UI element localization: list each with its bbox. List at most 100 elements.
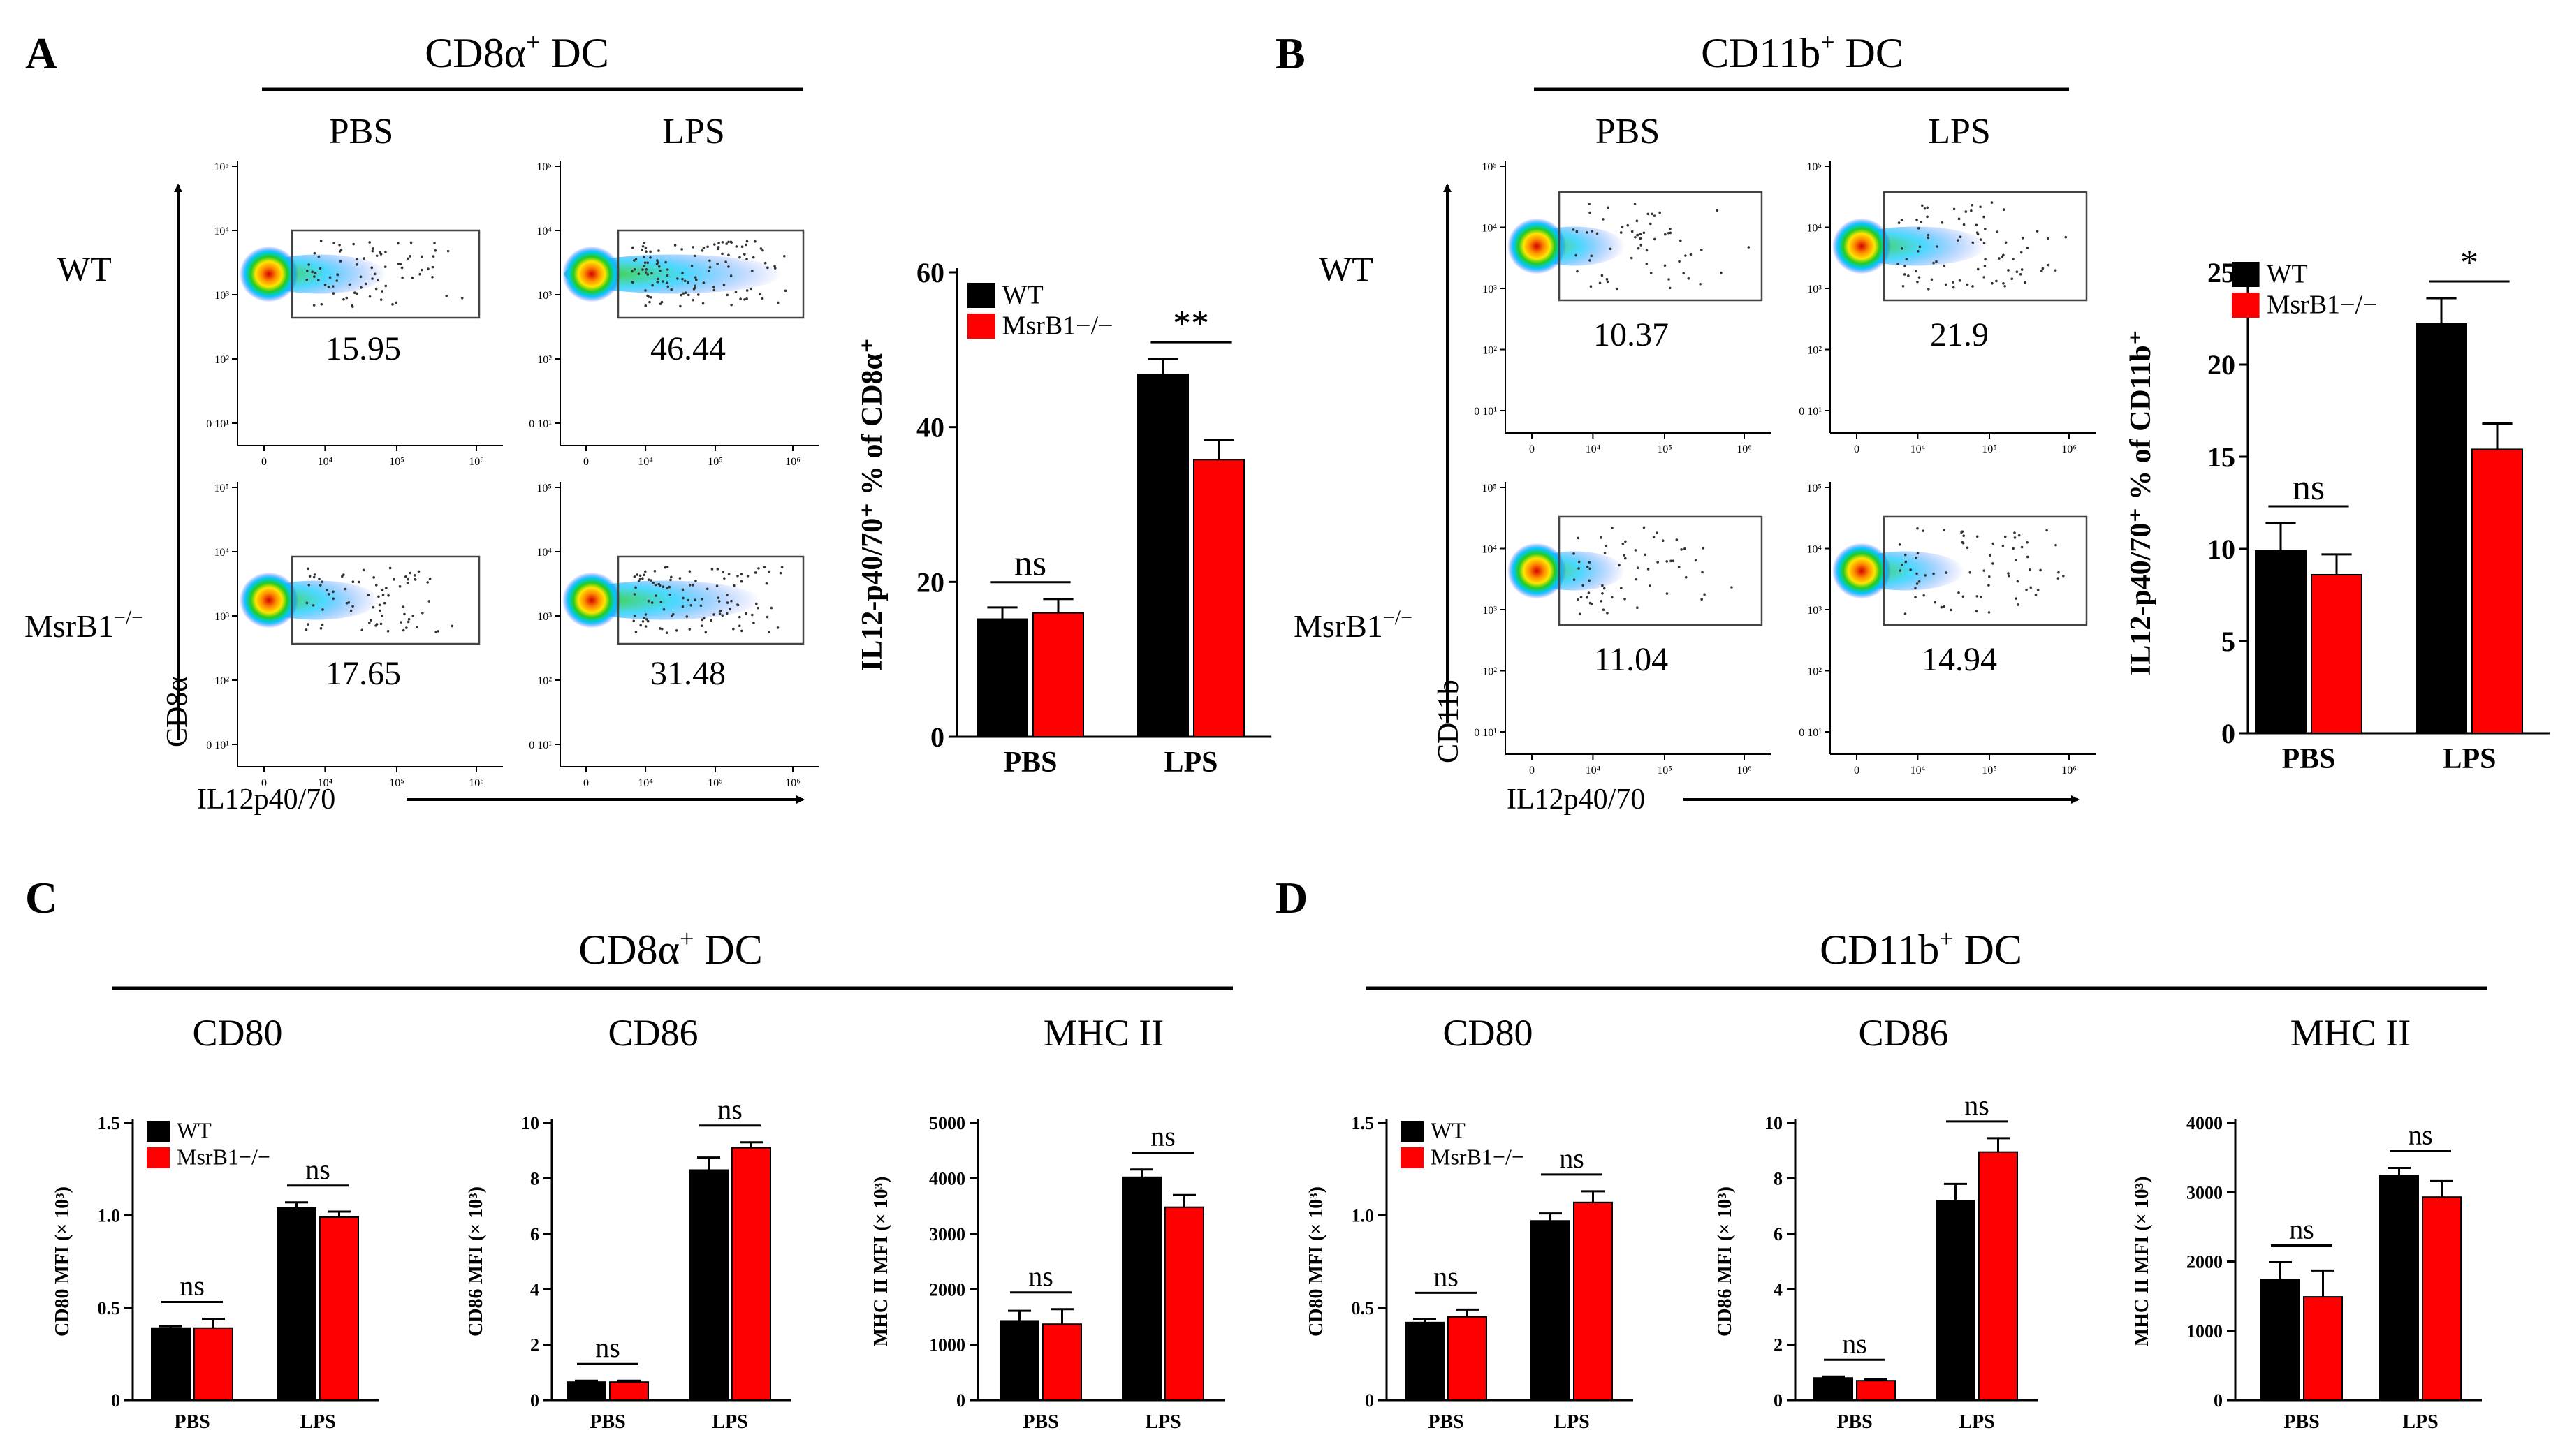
flow-event bbox=[397, 262, 400, 265]
flow-event bbox=[1576, 270, 1579, 273]
flow-event bbox=[647, 578, 650, 581]
flow-event bbox=[2056, 577, 2060, 580]
flow-event bbox=[657, 249, 660, 252]
legend-swatch bbox=[147, 1121, 170, 1142]
flow-event bbox=[1957, 591, 1960, 594]
flow-event bbox=[675, 629, 678, 632]
y-tick-label: 15 bbox=[2207, 441, 2235, 473]
flow-event bbox=[746, 575, 750, 578]
flow-gate-percent: 31.48 bbox=[650, 655, 726, 692]
flow-event bbox=[671, 612, 675, 616]
flow-gate-percent: 21.9 bbox=[1930, 316, 1989, 353]
flow-event bbox=[682, 596, 685, 600]
flow-event bbox=[1633, 203, 1637, 206]
flow-event bbox=[645, 268, 648, 271]
flow-event bbox=[1984, 258, 1987, 261]
flow-x-tick-label: 0 bbox=[1529, 443, 1535, 455]
x-category-label: LPS bbox=[1164, 747, 1218, 779]
significance-label: ns bbox=[305, 1154, 330, 1185]
flow-event bbox=[660, 627, 664, 631]
flow-event bbox=[633, 267, 636, 271]
flow-event bbox=[1703, 593, 1706, 596]
x-category-label: PBS bbox=[1003, 747, 1057, 779]
flow-event bbox=[1961, 541, 1964, 544]
significance-label: ns bbox=[595, 1332, 620, 1363]
y-tick-label: 10 bbox=[521, 1113, 539, 1133]
flow-event bbox=[1607, 206, 1609, 209]
flow-event bbox=[634, 258, 638, 261]
flow-event bbox=[2019, 272, 2022, 276]
y-tick-label: 0 bbox=[1774, 1390, 1783, 1411]
flow-event bbox=[2007, 572, 2010, 575]
flow-event bbox=[1970, 209, 1973, 212]
flow-event bbox=[1577, 567, 1580, 570]
flow-event bbox=[1943, 528, 1945, 531]
flow-event bbox=[1637, 247, 1640, 250]
y-tick-label: 6 bbox=[1774, 1224, 1783, 1244]
flow-event bbox=[1903, 612, 1907, 615]
flow-density bbox=[562, 246, 621, 302]
flow-event bbox=[1936, 245, 1938, 248]
flow-event bbox=[381, 290, 383, 293]
flow-event bbox=[319, 240, 323, 242]
flow-event bbox=[428, 577, 432, 580]
bar bbox=[2255, 550, 2307, 734]
flow-event bbox=[1916, 280, 1919, 284]
flow-event bbox=[312, 575, 316, 579]
legend-label: WT bbox=[1002, 281, 1044, 310]
bar bbox=[2471, 448, 2523, 734]
flow-event bbox=[633, 575, 636, 578]
flow-event bbox=[1595, 232, 1599, 235]
flow-event bbox=[395, 301, 398, 304]
flow-event bbox=[368, 241, 371, 244]
flow-event bbox=[644, 304, 648, 307]
flow-event bbox=[745, 297, 748, 300]
flow-event bbox=[384, 284, 388, 288]
d-marker-mhcii: MHC II bbox=[2290, 1012, 2411, 1054]
flow-event bbox=[407, 578, 409, 581]
flow-event bbox=[2002, 208, 2005, 211]
flow-event bbox=[1636, 566, 1639, 570]
bar bbox=[1573, 1201, 1613, 1401]
flow-x-tick-label: 10⁴ bbox=[1910, 765, 1926, 777]
panel-b-title: CD11b+ DC bbox=[1701, 28, 1903, 76]
flow-y-tick-label: 0 10¹ bbox=[1799, 406, 1822, 418]
flow-event bbox=[1927, 288, 1930, 291]
flow-event bbox=[679, 304, 682, 308]
flow-x-tick-label: 10⁶ bbox=[785, 777, 801, 789]
flow-event bbox=[676, 277, 679, 280]
legend-swatch bbox=[967, 314, 995, 339]
flow-x-tick-label: 10⁴ bbox=[638, 777, 653, 789]
flow-event bbox=[371, 277, 374, 280]
x-category-label: LPS bbox=[2442, 743, 2496, 775]
flow-density bbox=[240, 246, 298, 302]
flow-event bbox=[377, 279, 379, 281]
flow-event bbox=[401, 276, 404, 279]
flow-event bbox=[780, 566, 784, 568]
flow-event bbox=[768, 570, 770, 573]
flow-y-tick-label: 0 10¹ bbox=[206, 418, 229, 430]
bar bbox=[609, 1381, 649, 1401]
flow-event bbox=[1602, 587, 1606, 590]
flow-x-tick-label: 0 bbox=[261, 456, 267, 468]
flow-y-tick-label: 10⁴ bbox=[214, 547, 229, 559]
flow-event bbox=[1587, 591, 1591, 594]
legend-label: MsrB1−/− bbox=[1431, 1145, 1524, 1170]
flow-plot: 10⁵ 10⁴ 10³ 10² 0 10¹ 0 10⁴ 10⁵ 10⁶ 10.37 bbox=[1474, 161, 1771, 455]
flow-event bbox=[1982, 215, 1985, 219]
flow-event bbox=[655, 263, 659, 266]
flow-event bbox=[657, 265, 661, 268]
flow-event bbox=[314, 272, 317, 274]
flow-event bbox=[745, 240, 749, 243]
flow-x-tick-label: 10⁴ bbox=[1586, 443, 1601, 455]
flow-event bbox=[1941, 221, 1944, 224]
flow-event bbox=[432, 255, 435, 258]
flow-event bbox=[1922, 529, 1925, 532]
flow-x-tick-label: 10⁶ bbox=[1737, 443, 1752, 455]
y-tick-label: 10 bbox=[1764, 1113, 1783, 1133]
flow-event bbox=[1975, 595, 1979, 598]
flow-event bbox=[738, 624, 741, 628]
flow-event bbox=[761, 249, 764, 252]
flow-event bbox=[1600, 274, 1604, 277]
